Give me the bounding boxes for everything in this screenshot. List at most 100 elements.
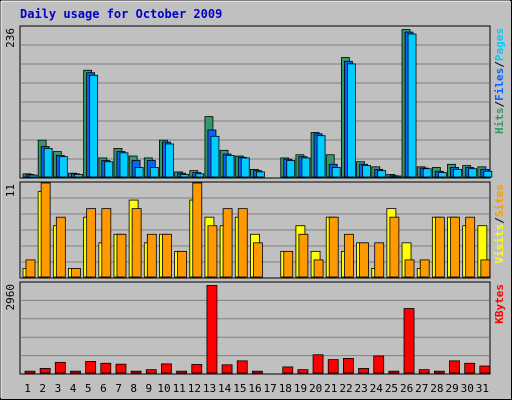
bar-pages [180, 174, 190, 178]
bar-sites [450, 216, 460, 278]
bar-pages [377, 170, 387, 178]
x-tick-label: 6 [100, 382, 107, 395]
bar-pages [225, 154, 235, 178]
bar-sites [359, 242, 369, 278]
bar-kbytes [433, 370, 445, 374]
x-tick-label: 12 [188, 382, 201, 395]
bar-sites [343, 233, 354, 278]
panel-kbytes: 2960 KBytes [4, 281, 506, 375]
bar-pages [28, 174, 38, 178]
bar-pages [134, 167, 144, 178]
bar-sites [116, 233, 127, 278]
x-tick-label: 24 [370, 382, 384, 395]
x-tick-label: 15 [233, 382, 246, 395]
bar-kbytes [464, 362, 476, 374]
bar-kbytes [479, 365, 491, 374]
x-tick-label: 21 [324, 382, 337, 395]
bar-sites [328, 216, 339, 278]
bar-kbytes [130, 370, 142, 374]
bar-pages [119, 152, 129, 178]
bar-sites [207, 225, 218, 278]
y-axis-max-label: 11 [4, 184, 17, 197]
bar-pages [240, 157, 250, 178]
bar-sites [480, 259, 491, 278]
bar-sites [86, 208, 97, 278]
bar-pages [149, 167, 159, 178]
bar-kbytes [236, 360, 248, 374]
legend-sites: Sites [493, 184, 506, 217]
bar-pages [256, 171, 265, 178]
x-tick-label: 3 [55, 382, 62, 395]
x-tick-label: 31 [476, 382, 489, 395]
bar-kbytes [176, 370, 188, 374]
bar-pages [286, 160, 296, 178]
bar-pages [89, 74, 99, 178]
x-tick-label: 17 [264, 382, 277, 395]
legend-hits: Hits [493, 108, 506, 135]
x-tick-label: 16 [248, 382, 261, 395]
bar-pages [468, 168, 478, 178]
bar-kbytes [312, 354, 324, 374]
legend-kbytes: KBytes [493, 284, 506, 324]
bar-kbytes [54, 361, 66, 374]
x-tick-label: 11 [173, 382, 186, 395]
legend-hits-files-pages: Hits/Files/Pages [493, 28, 506, 134]
x-tick-label: 27 [415, 382, 428, 395]
bar-kbytes [297, 369, 309, 374]
x-tick-label: 18 [279, 382, 292, 395]
bar-kbytes [403, 308, 415, 374]
legend-files: Files [493, 68, 506, 101]
x-tick-label: 1 [24, 382, 31, 395]
legend-visits: Visits [493, 224, 506, 264]
bar-pages [437, 172, 447, 178]
bar-pages [453, 168, 462, 178]
x-tick-label: 25 [385, 382, 398, 395]
x-tick-label: 14 [218, 382, 232, 395]
bar-kbytes [342, 358, 354, 374]
legend-separator: / [493, 217, 506, 224]
bar-sites [389, 216, 400, 278]
bar-kbytes [191, 364, 203, 374]
bar-sites [162, 233, 172, 278]
bar-sites [146, 233, 157, 278]
bar-kbytes [115, 363, 127, 374]
bar-sites [101, 208, 112, 278]
legend-visits-sites: Visits/Sites [493, 184, 506, 264]
bar-kbytes [252, 370, 263, 374]
bar-kbytes [327, 359, 339, 374]
bar-sites [374, 242, 385, 278]
bar-sites [283, 250, 294, 278]
bar-sites [71, 268, 81, 278]
bar-kbytes [70, 370, 81, 374]
legend-separator: / [493, 61, 506, 68]
bar-sites [465, 216, 476, 278]
bar-sites [222, 208, 233, 278]
series-sites [25, 182, 491, 278]
legend-pages: Pages [493, 28, 506, 61]
x-tick-label: 4 [70, 382, 77, 395]
bar-kbytes [85, 361, 97, 374]
legend-kbytes: KBytes [493, 284, 506, 324]
bar-kbytes [418, 369, 430, 374]
bar-kbytes [388, 370, 400, 374]
bar-pages [165, 143, 174, 178]
x-tick-label: 13 [203, 382, 216, 395]
x-tick-label: 20 [309, 382, 322, 395]
bar-kbytes [358, 368, 369, 374]
bar-pages [43, 147, 53, 178]
bar-pages [74, 174, 83, 178]
bar-pages [362, 165, 371, 178]
bar-pages [58, 156, 68, 178]
bar-kbytes [449, 360, 460, 374]
bar-pages [483, 170, 493, 178]
bar-pages [407, 33, 417, 178]
bar-pages [195, 173, 205, 178]
bar-kbytes [39, 368, 51, 374]
bar-kbytes [145, 369, 157, 374]
x-tick-label: 23 [355, 382, 368, 395]
plot-area [19, 281, 491, 375]
bar-pages [301, 157, 311, 178]
x-tick-label: 30 [461, 382, 474, 395]
chart-title: Daily usage for October 2009 [20, 7, 222, 21]
